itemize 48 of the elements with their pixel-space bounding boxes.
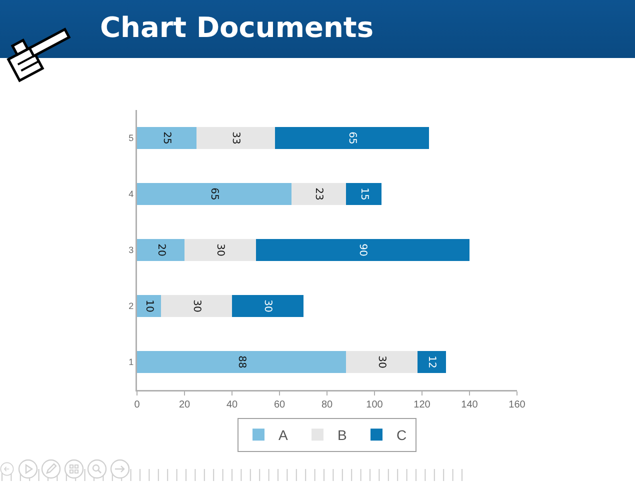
bar bbox=[137, 294, 161, 318]
bar bbox=[137, 182, 292, 206]
chart-title: Chart Documents bbox=[100, 11, 374, 45]
y-tick-label: 4 bbox=[128, 189, 134, 200]
bar bbox=[346, 182, 382, 206]
bar bbox=[137, 350, 346, 374]
data-label: 15 bbox=[358, 188, 370, 200]
data-label: 30 bbox=[190, 300, 202, 312]
data-label: 30 bbox=[214, 244, 226, 256]
legend-label: B bbox=[338, 427, 347, 444]
x-tick-label: 20 bbox=[178, 400, 190, 410]
x-tick-label: 140 bbox=[461, 400, 478, 410]
bar bbox=[137, 126, 196, 150]
data-label: 33 bbox=[230, 132, 242, 144]
data-label: 23 bbox=[313, 188, 324, 200]
bar bbox=[196, 126, 275, 150]
bar bbox=[256, 238, 470, 262]
data-label: 30 bbox=[376, 356, 388, 368]
bar bbox=[137, 238, 184, 262]
x-tick-label: 40 bbox=[226, 400, 238, 410]
data-label: 88 bbox=[236, 356, 247, 368]
data-label: 65 bbox=[208, 188, 220, 200]
data-label: 12 bbox=[426, 356, 437, 368]
bar bbox=[346, 350, 418, 374]
legend-label: C bbox=[396, 427, 407, 444]
bar bbox=[274, 126, 430, 150]
data-label: 25 bbox=[161, 132, 172, 144]
data-label: 10 bbox=[143, 300, 154, 312]
y-tick-label: 1 bbox=[128, 357, 134, 368]
bar bbox=[184, 238, 256, 262]
x-tick-label: 0 bbox=[134, 400, 140, 410]
x-tick-label: 80 bbox=[321, 400, 333, 410]
x-tick-label: 120 bbox=[414, 400, 431, 410]
x-tick-label: 160 bbox=[508, 400, 526, 410]
y-tick-label: 5 bbox=[128, 133, 134, 144]
x-tick-label: 60 bbox=[274, 400, 286, 410]
y-tick-label: 2 bbox=[128, 301, 134, 312]
bar bbox=[291, 182, 346, 206]
data-label: 30 bbox=[262, 300, 274, 312]
data-label: 20 bbox=[155, 244, 166, 256]
data-label: 90 bbox=[357, 244, 368, 256]
x-tick-label: 100 bbox=[366, 400, 384, 410]
bar bbox=[160, 294, 232, 318]
legend-label: A bbox=[278, 427, 288, 444]
y-tick-label: 3 bbox=[128, 245, 134, 256]
bar bbox=[232, 294, 304, 318]
data-label: 65 bbox=[346, 132, 358, 144]
bar bbox=[417, 350, 446, 374]
